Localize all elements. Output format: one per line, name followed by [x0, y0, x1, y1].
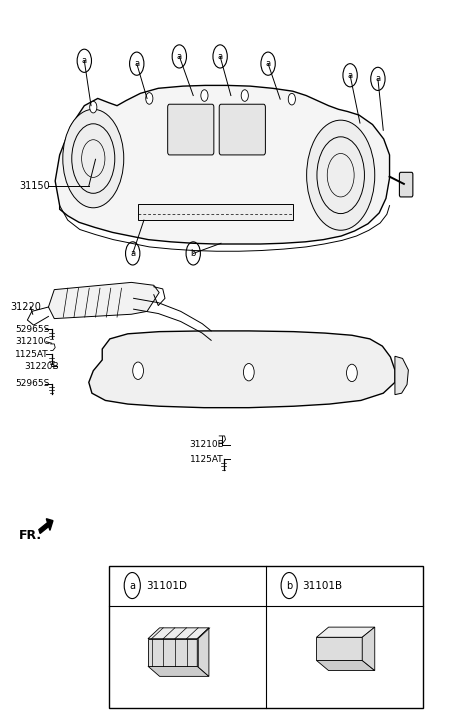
- Bar: [109, 566, 423, 707]
- Polygon shape: [55, 85, 390, 244]
- Circle shape: [346, 364, 357, 382]
- Text: a: a: [130, 249, 135, 258]
- Circle shape: [146, 92, 153, 104]
- Circle shape: [63, 109, 124, 208]
- Circle shape: [133, 362, 143, 379]
- Circle shape: [90, 101, 97, 113]
- Polygon shape: [362, 627, 375, 670]
- Polygon shape: [148, 666, 209, 676]
- Polygon shape: [148, 639, 197, 666]
- Text: a: a: [266, 59, 271, 68]
- Polygon shape: [317, 638, 362, 660]
- FancyArrow shape: [39, 518, 53, 534]
- Polygon shape: [89, 331, 395, 408]
- Polygon shape: [48, 282, 159, 318]
- Text: 31220B: 31220B: [24, 362, 59, 371]
- Polygon shape: [317, 627, 375, 638]
- FancyBboxPatch shape: [219, 104, 265, 155]
- Text: b: b: [190, 249, 196, 258]
- Text: a: a: [134, 59, 139, 68]
- Circle shape: [307, 120, 375, 230]
- Circle shape: [201, 89, 208, 101]
- Polygon shape: [138, 204, 293, 220]
- Text: a: a: [82, 56, 87, 65]
- Polygon shape: [395, 356, 408, 395]
- Text: 31220: 31220: [10, 302, 41, 312]
- Text: a: a: [348, 71, 353, 80]
- Polygon shape: [317, 660, 375, 670]
- Text: 52965S: 52965S: [15, 325, 49, 334]
- FancyBboxPatch shape: [400, 172, 413, 197]
- Text: FR.: FR.: [19, 529, 42, 542]
- Circle shape: [244, 364, 254, 381]
- Text: 31210C: 31210C: [15, 337, 50, 346]
- Circle shape: [288, 93, 295, 105]
- Text: b: b: [286, 581, 292, 590]
- Polygon shape: [148, 628, 209, 639]
- FancyBboxPatch shape: [168, 104, 214, 155]
- Text: 31101B: 31101B: [303, 581, 343, 590]
- Text: 31150: 31150: [19, 181, 50, 191]
- Text: a: a: [177, 52, 182, 61]
- Text: a: a: [375, 74, 381, 84]
- Text: 31210B: 31210B: [189, 440, 225, 449]
- Circle shape: [241, 89, 249, 101]
- Polygon shape: [197, 628, 209, 676]
- Text: 1125AT: 1125AT: [15, 350, 48, 358]
- Text: a: a: [129, 581, 135, 590]
- Text: 52965S: 52965S: [15, 379, 49, 388]
- Text: 1125AT: 1125AT: [189, 454, 223, 464]
- Text: a: a: [217, 52, 223, 61]
- Text: 31101D: 31101D: [146, 581, 187, 590]
